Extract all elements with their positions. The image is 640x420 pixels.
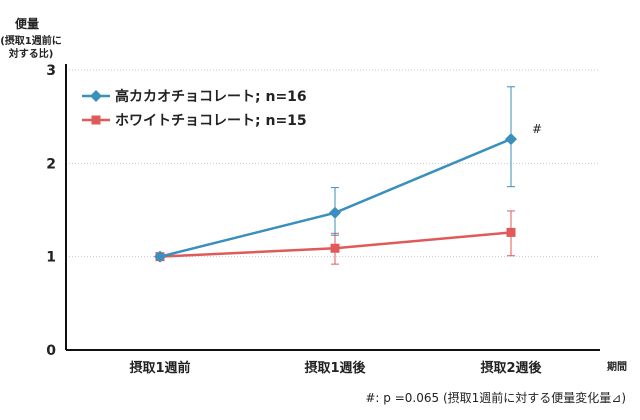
y-tick-label: 2 [46, 156, 56, 172]
legend: 高カカオチョコレート; n=16 ホワイトチョコレート; n=15 [82, 88, 307, 129]
data-point [330, 243, 340, 253]
series-high-cacao [154, 86, 517, 263]
x-tick-label: 摂取2週後 [480, 360, 542, 376]
legend-swatch-marker [90, 90, 102, 102]
legend-item: 高カカオチョコレート; n=16 [82, 88, 307, 105]
legend-label: 高カカオチョコレート; n=16 [115, 88, 307, 105]
significance-annotation: # [532, 122, 542, 136]
y-axis-sublabel-2: 対する比) [8, 47, 54, 60]
y-axis-sublabel-1: (摂取1週前に [0, 34, 62, 47]
x-axis-unit-label: 期間 [607, 360, 627, 373]
x-tick-label: 摂取1週後 [304, 360, 366, 376]
x-tick-labels: 摂取1週前 摂取1週後 摂取2週後 [129, 360, 542, 376]
legend-swatch-marker [91, 115, 101, 125]
data-point [506, 227, 516, 237]
series-layer [154, 86, 517, 265]
y-tick-label: 1 [46, 250, 56, 266]
data-point [505, 133, 517, 146]
y-axis-label: 便量 [15, 16, 39, 31]
x-tick-label: 摂取1週前 [129, 360, 190, 376]
legend-item: ホワイトチョコレート; n=15 [82, 113, 307, 129]
data-point [329, 206, 341, 219]
data-point [154, 250, 166, 263]
footnote: #: p =0.065 (摂取1週前に対する便量変化量⊿) [365, 390, 626, 405]
y-tick-labels: 0 1 2 3 [46, 63, 56, 359]
legend-label: ホワイトチョコレート; n=15 [115, 113, 307, 129]
y-tick-label: 3 [46, 63, 56, 79]
y-tick-label: 0 [46, 343, 56, 359]
